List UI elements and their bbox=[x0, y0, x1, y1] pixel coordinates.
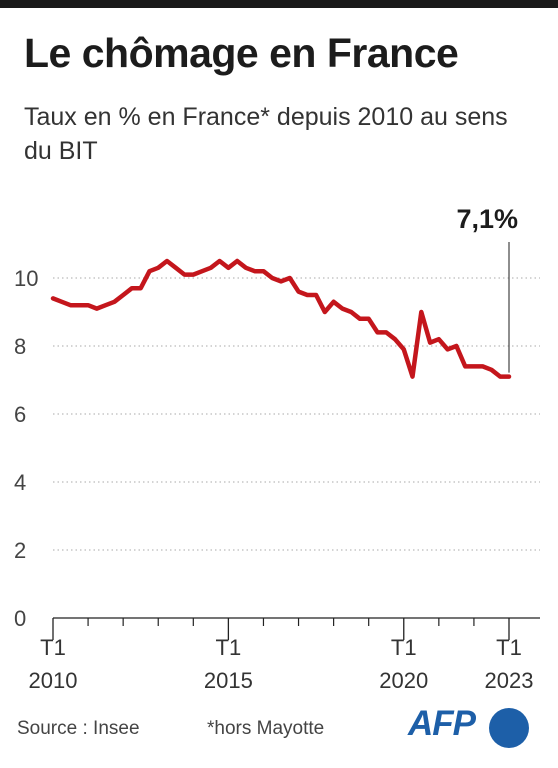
y-tick-label-10: 10 bbox=[14, 266, 38, 291]
x-tick-label-quarter: T1 bbox=[496, 635, 522, 660]
x-tick-label-quarter: T1 bbox=[391, 635, 417, 660]
y-tick-labels: 0 2 4 6 8 10 bbox=[14, 266, 38, 631]
x-axis bbox=[52, 617, 540, 640]
grid-lines bbox=[53, 277, 540, 551]
series-line bbox=[50, 258, 512, 379]
annotation-group: 7,1% bbox=[456, 204, 518, 373]
footnote-label: *hors Mayotte bbox=[207, 718, 325, 739]
source-label: Source : Insee bbox=[17, 718, 140, 739]
y-tick-label-0: 0 bbox=[14, 606, 26, 631]
afp-logo-dot-icon bbox=[489, 708, 529, 748]
x-tick-label-year: 2015 bbox=[204, 668, 253, 693]
top-bar bbox=[0, 0, 558, 8]
afp-logo-text: AFP bbox=[408, 704, 476, 743]
annotation-label: 7,1% bbox=[456, 204, 518, 234]
y-tick-label-8: 8 bbox=[14, 334, 26, 359]
y-tick-label-2: 2 bbox=[14, 538, 26, 563]
series-group bbox=[50, 258, 512, 379]
x-tick-label-year: 2010 bbox=[29, 668, 78, 693]
line-chart: 0 2 4 6 8 10 T1 2010 T1 2015 T1 2020 T1 2023 7,1% bbox=[14, 204, 540, 693]
chart-subtitle: Taux en % en France* depuis 2010 au sens… bbox=[24, 103, 508, 165]
chart-title: Le chômage en France bbox=[24, 30, 459, 76]
x-tick-label-quarter: T1 bbox=[216, 635, 242, 660]
x-tick-label-year: 2020 bbox=[379, 668, 428, 693]
y-tick-label-4: 4 bbox=[14, 470, 26, 495]
x-tick-label-quarter: T1 bbox=[40, 635, 66, 660]
x-tick-labels: T1 2010 T1 2015 T1 2020 T1 2023 bbox=[29, 635, 534, 693]
y-tick-label-6: 6 bbox=[14, 402, 26, 427]
x-tick-label-year: 2023 bbox=[485, 668, 534, 693]
